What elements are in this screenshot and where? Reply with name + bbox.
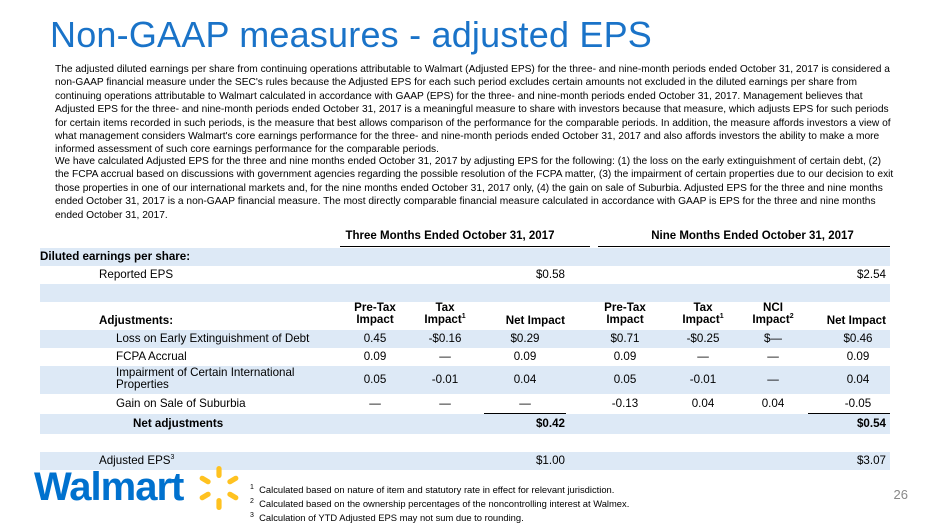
- nine-tax: -$0.25: [686, 332, 720, 345]
- nine-tax: -0.01: [689, 373, 717, 386]
- adjusted-eps-label: Adjusted EPS3: [99, 454, 175, 467]
- page-number: 26: [893, 487, 908, 502]
- adjustments-label: Adjustments:: [99, 314, 174, 327]
- three-months-header-rule: [340, 246, 590, 247]
- table-row: Impairment of Certain International Prope…: [40, 366, 890, 394]
- nine-nci-header: NCI Impact2: [752, 301, 794, 326]
- nine-net: -0.05: [844, 397, 872, 410]
- table-row-reported: Reported EPS $0.58 $2.54: [40, 266, 890, 284]
- walmart-logo-text: Walmart: [34, 465, 184, 509]
- three-pretax: 0.45: [363, 332, 387, 345]
- table-row-net-adjustments: Net adjustments $0.42 $0.54: [40, 414, 890, 434]
- nine-months-header: Nine Months Ended October 31, 2017: [651, 230, 854, 242]
- three-net: 0.04: [513, 373, 537, 386]
- table-row-diluted: Diluted earnings per share:: [40, 248, 890, 266]
- table-row: Gain on Sale of Suburbia — — — -0.13 0.0…: [40, 394, 890, 414]
- nine-months-header-rule: [598, 246, 890, 247]
- nine-nci: 0.04: [761, 397, 785, 410]
- table-row-adjusted-eps: Adjusted EPS3 $1.00 $3.07: [40, 452, 890, 470]
- page-title: Non-GAAP measures - adjusted EPS: [50, 14, 653, 55]
- net-adjustments-label: Net adjustments: [133, 417, 224, 430]
- table-row-column-headers: Adjustments: Pre-Tax Impact Tax Impact1 Ne…: [40, 302, 890, 330]
- three-net: $0.29: [510, 332, 540, 345]
- net-adjustments-nine: $0.54: [856, 417, 886, 430]
- table-row-blank: [40, 434, 890, 452]
- footnote-2: 2 Calculated based on the ownership perc…: [250, 497, 630, 509]
- three-tax-header: Tax Impact1: [424, 301, 466, 326]
- three-pretax: 0.09: [363, 350, 387, 363]
- three-tax: —: [439, 397, 451, 410]
- nine-pretax: 0.05: [613, 373, 637, 386]
- nine-tax: —: [697, 350, 709, 363]
- nine-nci: —: [767, 350, 779, 363]
- three-tax: —: [439, 350, 451, 363]
- three-net-header: Net Impact: [505, 314, 565, 327]
- three-tax: -$0.16: [428, 332, 462, 345]
- adjusted-eps-nine: $3.07: [856, 454, 886, 467]
- nine-net: $0.46: [843, 332, 873, 345]
- nine-net-header: Net Impact: [826, 314, 886, 327]
- nine-pretax-header: Pre-Tax Impact: [604, 301, 646, 326]
- nine-nci: —: [767, 373, 779, 386]
- row-label: Impairment of Certain International Prope…: [116, 366, 295, 391]
- footnote-1: 1 Calculated based on nature of item and…: [250, 483, 615, 495]
- spark-icon: [199, 466, 239, 510]
- net-three-rule: [484, 413, 566, 414]
- table-row-spacer: [40, 284, 890, 302]
- three-net: —: [519, 397, 531, 410]
- table-row: Loss on Early Extinguishment of Debt 0.4…: [40, 330, 890, 348]
- row-label: Loss on Early Extinguishment of Debt: [116, 332, 310, 345]
- net-adjustments-three: $0.42: [535, 417, 565, 430]
- nine-pretax: 0.09: [613, 350, 637, 363]
- diluted-eps-label: Diluted earnings per share:: [40, 250, 191, 263]
- row-label: FCPA Accrual: [116, 350, 187, 363]
- intro-paragraph: The adjusted diluted earnings per share …: [55, 64, 891, 156]
- row-label: Gain on Sale of Suburbia: [116, 397, 246, 410]
- nine-pretax: -0.13: [611, 397, 639, 410]
- three-months-header: Three Months Ended October 31, 2017: [345, 230, 555, 242]
- reported-eps-label: Reported EPS: [99, 268, 174, 281]
- net-nine-rule: [808, 413, 890, 414]
- reported-eps-three: $0.58: [535, 268, 565, 281]
- three-pretax-header: Pre-Tax Impact: [354, 301, 396, 326]
- nine-net: 0.09: [846, 350, 870, 363]
- table-row: FCPA Accrual 0.09 — 0.09 0.09 — — 0.09: [40, 348, 890, 366]
- reported-eps-nine: $2.54: [856, 268, 886, 281]
- nine-net: 0.04: [846, 373, 870, 386]
- nine-nci: $—: [763, 332, 783, 345]
- three-tax: -0.01: [431, 373, 459, 386]
- footnote-3: 3 Calculation of YTD Adjusted EPS may no…: [250, 511, 524, 523]
- three-net: 0.09: [513, 350, 537, 363]
- adjusted-eps-three: $1.00: [535, 454, 565, 467]
- three-pretax: —: [369, 397, 381, 410]
- nine-tax: 0.04: [691, 397, 715, 410]
- method-paragraph: We have calculated Adjusted EPS for the …: [55, 156, 894, 221]
- three-pretax: 0.05: [363, 373, 387, 386]
- nine-pretax: $0.71: [610, 332, 640, 345]
- nine-tax-header: Tax Impact1: [682, 301, 724, 326]
